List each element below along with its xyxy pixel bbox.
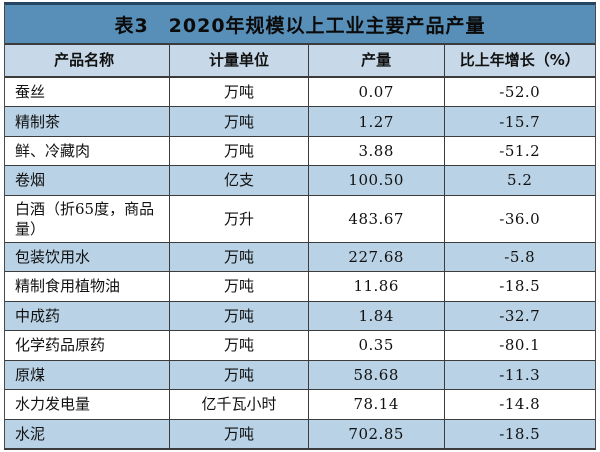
unit-cell: 万吨 [170,242,309,272]
unit-cell: 万吨 [170,419,309,449]
growth-value-cell: -18.5 [499,277,541,296]
table-row: 包装饮用水 万吨 227.68 -5.8 [5,241,595,272]
growth-value-cell: -52.0 [499,83,541,102]
product-name-cell: 化学药品原药 [5,331,171,360]
output-value-cell: 227.68 [309,242,445,272]
growth-value-cell: 5.2 [507,171,533,190]
growth-value-cell: -5.8 [504,247,536,266]
product-name-cell: 精制茶 [5,107,171,136]
output-value-cell: 1.27 [309,107,445,136]
output-value-cell: 3.88 [309,136,445,166]
table-header-row: 产品名称 计量单位 产量 比上年增长（%） [5,45,595,78]
growth-value-cell: -15.7 [499,112,541,131]
unit-cell: 万升 [170,195,309,242]
table-row: 精制食用植物油 万吨 11.86 -18.5 [5,271,595,301]
unit-cell: 亿支 [170,166,309,195]
unit-cell: 万吨 [170,331,309,360]
unit-cell: 万吨 [170,360,309,390]
growth-value-cell: -32.7 [499,306,541,325]
table-row: 原煤 万吨 58.68 -11.3 [5,359,595,390]
unit-cell: 万吨 [170,301,309,331]
growth-value-cell: -80.1 [499,336,541,355]
unit-cell: 万吨 [170,272,309,301]
growth-value-cell: -18.5 [499,424,541,443]
unit-cell: 万吨 [170,78,309,107]
product-name-cell: 精制食用植物油 [5,272,171,301]
product-name-cell: 水力发电量 [5,390,171,419]
table-row: 化学药品原药 万吨 0.35 -80.1 [5,330,595,360]
growth-value-cell: -36.0 [499,209,541,228]
output-value-cell: 58.68 [309,360,445,390]
output-value-cell: 11.86 [309,272,445,301]
product-name-cell: 鲜、冷藏肉 [5,136,171,166]
table-row: 鲜、冷藏肉 万吨 3.88 -51.2 [5,135,595,166]
growth-value-cell: -14.8 [499,395,541,414]
column-header-growth: 比上年增长（%） [459,51,580,70]
output-value-cell: 702.85 [309,419,445,449]
output-value-cell: 78.14 [309,390,445,419]
unit-cell: 亿千瓦小时 [170,390,309,419]
output-value-cell: 483.67 [309,195,445,242]
product-name-cell: 水泥 [5,419,171,449]
product-name-cell: 中成药 [5,301,171,331]
output-value-cell: 0.07 [309,78,445,107]
table-row: 精制茶 万吨 1.27 -15.7 [5,106,595,136]
table-title: 表3 2020年规模以上工业主要产品产量 [114,14,486,37]
table-title-bar: 表3 2020年规模以上工业主要产品产量 [5,5,595,45]
output-value-cell: 100.50 [309,166,445,195]
growth-value-cell: -11.3 [499,365,541,384]
table-body: 蚕丝 万吨 0.07 -52.0 精制茶 万吨 1.27 -15.7 鲜、冷藏肉… [5,78,595,449]
table-row: 中成药 万吨 1.84 -32.7 [5,300,595,331]
product-name-cell: 白酒（折65度，商品量） [5,195,171,242]
table-row: 水泥 万吨 702.85 -18.5 [5,418,595,449]
industrial-output-table: 表3 2020年规模以上工业主要产品产量 产品名称 计量单位 产量 比上年增长（… [4,2,596,450]
column-header-output: 产量 [309,45,445,76]
column-header-product: 产品名称 [5,45,171,76]
table-row: 水力发电量 亿千瓦小时 78.14 -14.8 [5,389,595,419]
table-row: 蚕丝 万吨 0.07 -52.0 [5,78,595,107]
table-row: 卷烟 亿支 100.50 5.2 [5,165,595,195]
column-header-unit: 计量单位 [170,45,309,76]
unit-cell: 万吨 [170,136,309,166]
growth-value-cell: -51.2 [499,142,541,160]
product-name-cell: 卷烟 [5,166,171,195]
table-row: 白酒（折65度，商品量） 万升 483.67 -36.0 [5,194,595,242]
product-name-cell: 原煤 [5,360,171,390]
product-name-cell: 蚕丝 [5,78,171,107]
output-value-cell: 0.35 [309,331,445,360]
output-value-cell: 1.84 [309,301,445,331]
unit-cell: 万吨 [170,107,309,136]
product-name-cell: 包装饮用水 [5,242,171,272]
